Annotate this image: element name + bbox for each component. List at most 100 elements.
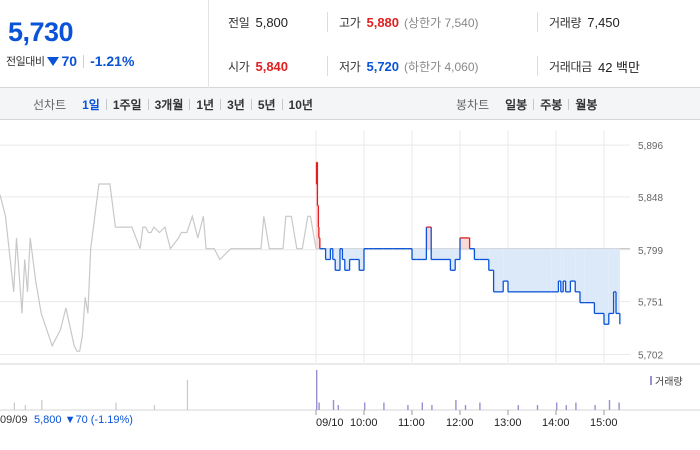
- volume-bar: [556, 402, 558, 410]
- candle-chart-title: 봉차트: [456, 97, 490, 112]
- candle-chart-group: 봉차트 일봉 주봉 월봉: [456, 88, 603, 120]
- change-percent: -1.21%: [90, 53, 135, 69]
- price-box: 5,730 전일대비 70 -1.21%: [0, 0, 209, 88]
- y-axis: 5,896 5,848 5,799 5,751 5,702: [638, 141, 663, 361]
- area-fill: [563, 248, 566, 282]
- divider: [250, 98, 252, 110]
- x-tick-label: 09/10: [316, 417, 344, 429]
- area-fill: [584, 248, 595, 303]
- change-label: 전일대비: [6, 56, 45, 68]
- area-fill: [558, 248, 561, 282]
- quote-panel: 5,730 전일대비 70 -1.21% 전일 5,800 고가 5,880 (…: [0, 0, 700, 88]
- area-fill: [508, 248, 518, 292]
- volume-bar: [608, 400, 611, 410]
- area-fill: [445, 248, 451, 260]
- low-cell: 저가 5,720 (하한가 4,060): [339, 56, 479, 76]
- area-fill: [436, 248, 446, 260]
- period-1d[interactable]: 1일: [82, 97, 100, 112]
- volume-bar: [13, 402, 15, 410]
- prev-close-value: 5,800: [255, 14, 289, 30]
- change-value: 70: [61, 53, 78, 69]
- area-fill: [594, 248, 604, 314]
- x-tick-label: 13:00: [494, 417, 522, 429]
- volume-bar: [594, 405, 596, 410]
- area-fill: [460, 237, 470, 249]
- area-fill: [580, 248, 585, 303]
- candle-daily[interactable]: 일봉: [505, 97, 528, 112]
- period-1w[interactable]: 1주일: [112, 97, 142, 112]
- area-fill: [498, 248, 504, 292]
- period-10y[interactable]: 10년: [288, 97, 313, 112]
- y-tick-label: 5,702: [638, 350, 663, 361]
- x-axis: 09/10 10:00 11:00 12:00 13:00 14:00 15:00: [315, 410, 618, 429]
- area-fill: [517, 248, 532, 292]
- area-fills: [316, 162, 630, 325]
- volume-bar: [316, 370, 318, 410]
- period-3m[interactable]: 3개월: [154, 97, 184, 112]
- area-fill: [455, 248, 460, 260]
- current-price: 5,730: [8, 17, 74, 47]
- x-tick-label: 11:00: [398, 417, 425, 429]
- open-cell: 시가 5,840: [228, 56, 288, 76]
- low-value: 5,720: [366, 58, 400, 74]
- period-3y[interactable]: 3년: [227, 97, 245, 112]
- area-fill: [450, 248, 456, 271]
- volume-bar: [536, 405, 539, 410]
- divider: [220, 98, 222, 110]
- area-fill: [479, 248, 484, 260]
- area-fill: [532, 248, 542, 292]
- area-fill: [570, 248, 576, 282]
- divider: [533, 98, 535, 110]
- volume-bar: [332, 400, 335, 410]
- volume-bar: [337, 405, 339, 410]
- period-5y[interactable]: 5년: [257, 97, 276, 112]
- prev-day-summary: 5,800 ▼70 (-1.19%): [34, 414, 133, 426]
- volume-bars: [13, 370, 620, 410]
- high-cell: 고가 5,880 (상한가 7,540): [339, 12, 479, 32]
- candle-weekly[interactable]: 주봉: [540, 97, 563, 112]
- line-chart-group: 선차트 1일 1주일 3개월 1년 3년 5년 10년: [33, 88, 319, 120]
- volume-bar: [318, 402, 320, 410]
- divider: [568, 98, 570, 110]
- area-fill: [565, 248, 571, 292]
- prev-close-label: 전일: [228, 15, 250, 30]
- volume-bar: [575, 402, 577, 410]
- area-fill: [416, 248, 422, 260]
- period-1y[interactable]: 1년: [196, 97, 215, 112]
- high-label: 고가: [339, 15, 361, 30]
- area-fill: [431, 248, 436, 260]
- volume-bar: [186, 380, 189, 410]
- upper-limit: (상한가 7,540): [404, 15, 479, 30]
- volume-bar: [421, 402, 423, 410]
- candle-monthly[interactable]: 월봉: [575, 97, 598, 112]
- area-fill: [484, 248, 489, 260]
- area-fill: [604, 248, 609, 325]
- low-label: 저가: [339, 59, 361, 74]
- open-value: 5,840: [255, 58, 289, 74]
- volume-bar: [407, 405, 409, 410]
- volume-cell: 거래량 7,450: [549, 12, 620, 32]
- area-fill: [541, 248, 552, 292]
- intraday-series: [315, 161, 621, 325]
- volume-bar: [618, 402, 620, 410]
- volume-value: 7,450: [587, 14, 620, 30]
- area-fill: [359, 248, 364, 271]
- y-tick-label: 5,848: [638, 193, 663, 204]
- area-fill: [421, 248, 427, 260]
- area-fill: [616, 248, 620, 314]
- area-fill: [412, 248, 417, 260]
- area-fill: [551, 248, 556, 292]
- prev-close-cell: 전일 5,800: [228, 12, 288, 32]
- y-tick-label: 5,751: [638, 298, 663, 309]
- volume-bar: [464, 405, 467, 410]
- x-tick-label: 10:00: [350, 417, 378, 429]
- divider: [537, 56, 538, 76]
- line-chart-title: 선차트: [33, 97, 67, 112]
- area-fill: [608, 248, 614, 314]
- volume-bar: [517, 405, 519, 410]
- volume-bar: [479, 402, 481, 410]
- volume-bar: [455, 400, 457, 410]
- volume-bar: [115, 402, 117, 410]
- divider: [327, 12, 328, 32]
- volume-bar: [24, 405, 26, 410]
